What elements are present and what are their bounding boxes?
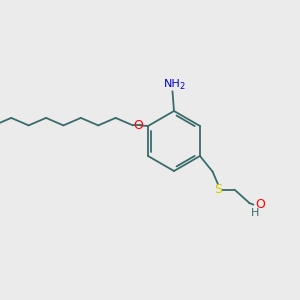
Text: NH: NH	[164, 80, 181, 89]
Text: H: H	[251, 208, 260, 218]
Text: S: S	[214, 183, 222, 196]
Text: O: O	[133, 119, 143, 132]
Text: O: O	[255, 198, 265, 211]
Text: 2: 2	[179, 82, 184, 91]
